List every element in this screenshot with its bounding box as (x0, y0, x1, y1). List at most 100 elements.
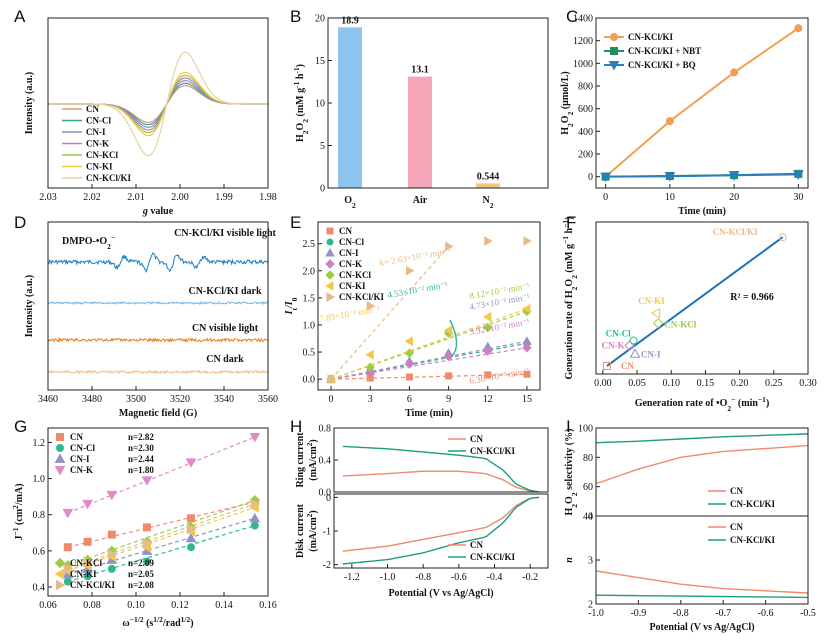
legend-label: CN-I (86, 127, 106, 137)
panel-g-ytick-label: 0.8 (33, 510, 46, 521)
data-point (185, 458, 197, 468)
legend-marker (56, 444, 64, 452)
fit-line (330, 347, 528, 380)
panel-e-ytick-label: 2.5 (303, 239, 316, 250)
point-label: CN-Cl (606, 329, 631, 339)
data-point (365, 349, 374, 360)
panel-c-ylabel-part: 2 (566, 111, 575, 115)
legend-n-value: n=1.80 (128, 465, 154, 475)
fit-line (67, 499, 255, 566)
panel-i-top-ytick-label: 40 (583, 512, 593, 523)
panel-g-ytick-label: 1.0 (33, 474, 46, 485)
panel-g-ylabel-part: (cm (14, 508, 25, 527)
panel-a-xlabel-part: value (148, 206, 174, 217)
legend-label: CN (86, 104, 99, 114)
legend-n-value: n=2.08 (128, 580, 154, 590)
bar-N2 (476, 183, 500, 188)
fit-line (67, 501, 255, 548)
series-point (730, 68, 739, 77)
panel-f-frame (595, 221, 809, 375)
panel-e-ytick-label: 1.0 (303, 320, 316, 331)
panel-i-xlabel: Potential (V vs Ag/AgCl) (649, 622, 754, 633)
panel-f-xtick-label: 0.30 (799, 378, 817, 389)
panel-label-H: H (290, 417, 302, 436)
data-point (250, 498, 261, 510)
legend-marker (326, 238, 334, 246)
point-label: CN (621, 361, 634, 371)
legend-label: CN (70, 432, 83, 442)
legend-label: CN-KCl/KI (730, 535, 775, 545)
panel-e-xtick-label: 12 (483, 394, 493, 405)
panel-f-xtick-label: 0.10 (662, 378, 680, 389)
panel-e-ylabel-part: /I (284, 300, 295, 309)
data-point (443, 351, 454, 362)
data-point (482, 311, 492, 322)
panel-e-ylabel-part: t (290, 308, 299, 311)
legend-label: CN-KCl/KI + NBT (628, 46, 701, 56)
panel-b-ytick-label: 10 (315, 99, 325, 110)
panel-b-ylabel-part: -1 (292, 67, 301, 73)
data-point (185, 532, 197, 543)
legend-label: CN-KCl/KI (470, 552, 515, 562)
legend-label: CN-KCl/KI (70, 580, 115, 590)
legend-label: CN-KCl/KI (470, 446, 515, 456)
panel-c-xtick-label: 20 (729, 192, 739, 203)
panel-b-ytick-label: 15 (315, 56, 325, 67)
data-point (141, 476, 153, 486)
panel-g-ytick-label: 0.6 (33, 546, 46, 557)
legend-label: CN-KI (70, 569, 97, 579)
data-point (405, 373, 413, 381)
panel-a-xlabel: g value (142, 206, 174, 217)
bar-category-label: Air (413, 195, 428, 206)
panel-h-xtick-label: -0.8 (415, 572, 431, 583)
series-point (794, 24, 803, 33)
legend-marker (54, 568, 64, 580)
panel-i-xtick-label: -0.5 (800, 608, 816, 619)
legend-label: CN-I (70, 454, 90, 464)
panel-b-ylabel-part: (mM g (295, 88, 306, 119)
bar-value-label: 0.544 (477, 171, 500, 182)
legend-marker (324, 281, 334, 291)
panel-g-xtick-label: 0.14 (215, 600, 233, 611)
panel-h-xtick-label: -0.2 (522, 572, 538, 583)
panel-g-xlabel-part: ) (190, 618, 193, 629)
data-point (143, 557, 151, 566)
panel-label-C: C (566, 7, 578, 26)
data-point (83, 537, 92, 546)
data-point (521, 303, 531, 314)
legend-marker (610, 47, 618, 55)
panel-d-xtick-label: 3520 (170, 394, 190, 405)
panel-f-ylabel-part: Generation rate of H (564, 290, 575, 379)
data-point (143, 523, 151, 532)
panel-e-xtick-label: 0 (329, 394, 334, 405)
panel-h-top-frame (333, 427, 549, 493)
bar-O2 (338, 27, 362, 188)
panel-f-ylabel-part: 2 (570, 286, 579, 290)
panel-g-xlabel-part: (s (144, 618, 154, 629)
data-point (327, 374, 337, 385)
panel-h-xlabel: Potential (V vs Ag/AgCl) (388, 588, 493, 599)
panel-i-xtick-label: -0.9 (630, 608, 646, 619)
curve-line (595, 444, 809, 485)
panel-i-top-ylabel-part: 2 (570, 492, 579, 496)
curve-line (595, 594, 809, 599)
panel-e-xtick-label: 9 (446, 394, 451, 405)
panel-f-ylabel-part: O (564, 279, 575, 287)
data-point (107, 549, 118, 560)
panel-e-xlabel: Time (min) (405, 408, 453, 419)
legend-label: CN (470, 434, 483, 444)
panel-h-bottom-ylabel-part: Disk current (295, 503, 306, 558)
panel-b-ylabel-part: O (295, 123, 306, 131)
panel-i-bottom-ytick-label: 4 (588, 512, 593, 523)
data-point (366, 301, 376, 311)
bar-Air (408, 76, 432, 188)
legend-marker (610, 33, 618, 41)
point-label: CN-KI (638, 296, 665, 306)
data-point (63, 543, 72, 552)
panel-i-xtick-label: -0.8 (673, 608, 689, 619)
trace-label: CN-KCl/KI dark (188, 286, 262, 297)
panel-h-top-ytick-label: 0.8 (319, 424, 332, 435)
rate-constant-label: 6.36×10⁻³ min⁻¹ (469, 365, 531, 385)
panel-i-top-ytick-label: 100 (578, 424, 593, 435)
data-point (106, 490, 118, 501)
